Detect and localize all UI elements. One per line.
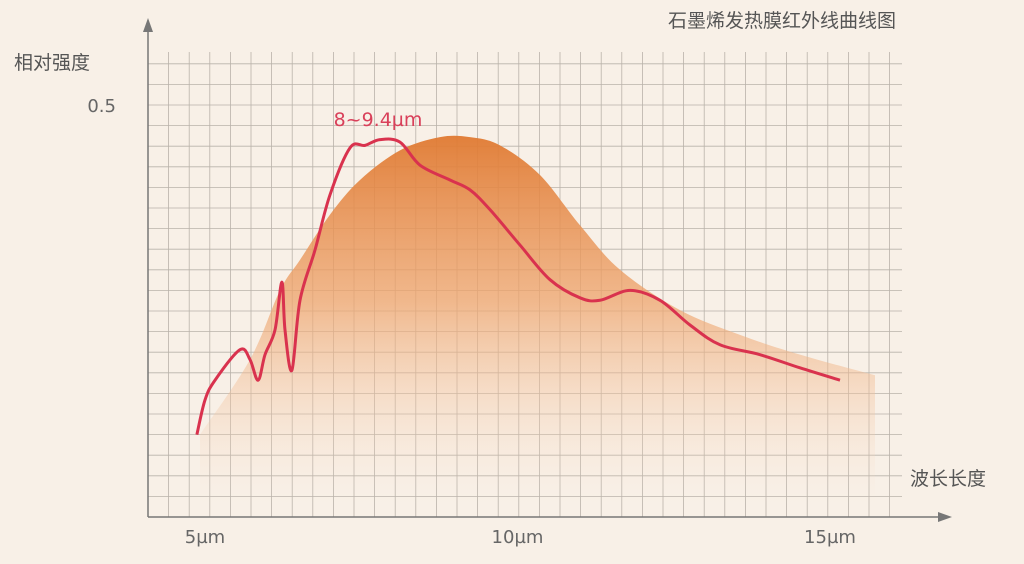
x-axis-arrow-icon — [938, 512, 952, 522]
peak-annotation: 8~9.4µm — [334, 109, 423, 131]
axes — [143, 18, 952, 522]
y-axis-label: 相对强度 — [14, 52, 90, 74]
y-axis-arrow-icon — [143, 18, 153, 32]
x-tick-label: 15µm — [804, 527, 856, 548]
area-series — [200, 135, 875, 506]
x-tick-label: 5µm — [185, 527, 225, 548]
x-tick-label: 10µm — [492, 527, 544, 548]
y-tick-label: 0.5 — [87, 96, 116, 117]
x-axis-label: 波长长度 — [910, 468, 986, 490]
line-series — [195, 137, 841, 435]
chart-title: 石墨烯发热膜红外线曲线图 — [668, 10, 896, 32]
